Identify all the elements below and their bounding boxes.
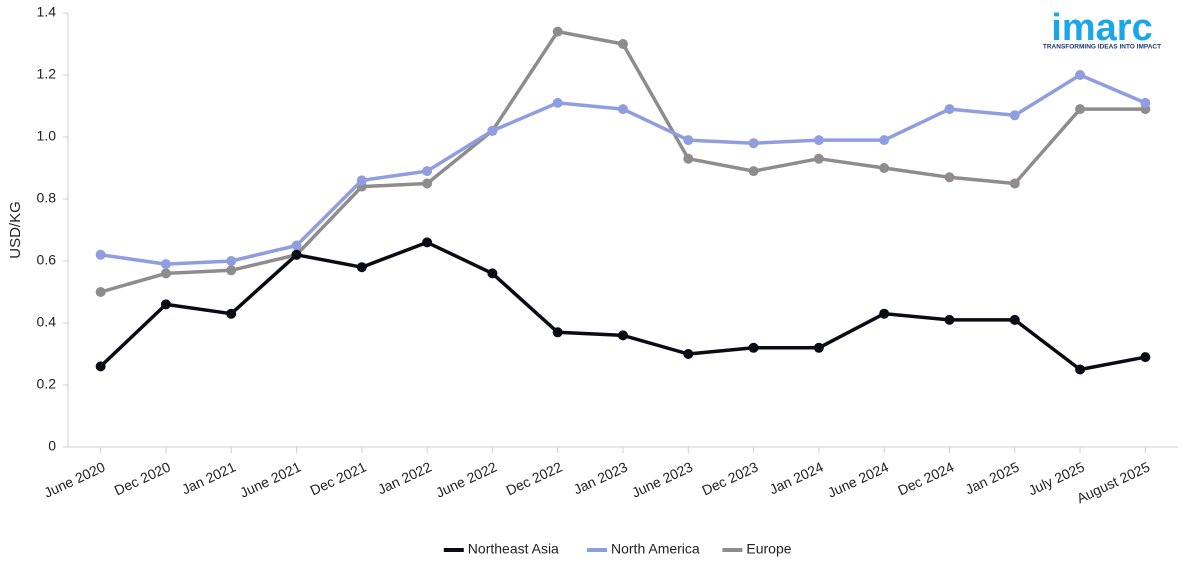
y-tick-label: 1.0	[37, 128, 57, 144]
point	[944, 104, 955, 115]
x-tick-label: Dec 2024	[895, 458, 956, 498]
x-tick-label: Dec 2020	[112, 458, 173, 498]
x-tick-label: Jan 2023	[571, 458, 630, 497]
point	[291, 249, 302, 260]
point	[356, 262, 367, 273]
point	[618, 104, 628, 115]
x-tick-label: June 2022	[433, 458, 499, 500]
point	[683, 349, 694, 359]
y-tick-label: 0.8	[37, 190, 57, 206]
point	[95, 287, 106, 297]
point	[422, 166, 433, 177]
point	[813, 342, 824, 353]
point	[879, 135, 890, 146]
point	[1009, 314, 1020, 325]
point	[944, 172, 955, 183]
point	[748, 166, 759, 177]
y-tick-label: 1.2	[37, 66, 57, 82]
y-tick-label: 0.4	[37, 314, 57, 330]
legend-label: Europe	[746, 541, 791, 557]
point	[422, 178, 433, 189]
legend-label: Northeast Asia	[468, 541, 559, 557]
x-tick-label: June 2023	[629, 458, 695, 500]
point	[422, 237, 433, 248]
legend-label: North America	[611, 541, 700, 557]
point	[552, 26, 563, 37]
x-tick-label: June 2020	[41, 458, 107, 500]
point	[1140, 352, 1151, 363]
point	[1075, 70, 1086, 80]
point	[1140, 97, 1151, 108]
x-tick-label: Dec 2023	[699, 458, 760, 498]
logo-name: imarc	[1051, 7, 1152, 49]
point	[552, 327, 563, 338]
x-tick-label: June 2024	[825, 458, 891, 500]
point	[356, 175, 367, 186]
point	[944, 314, 955, 325]
point	[226, 256, 237, 266]
point	[487, 268, 498, 279]
x-tick-label: Jan 2022	[375, 458, 434, 497]
x-tick-label: Jan 2025	[963, 458, 1022, 497]
point	[1009, 110, 1020, 121]
x-tick-label: Jan 2024	[767, 458, 826, 497]
y-tick-label: 1.4	[37, 4, 57, 20]
x-tick-label: Jan 2021	[179, 458, 238, 497]
point	[552, 97, 563, 108]
point	[813, 135, 824, 146]
point	[95, 249, 106, 260]
point	[879, 308, 890, 319]
x-tick-label: Dec 2021	[308, 458, 369, 498]
point	[879, 163, 890, 173]
point	[813, 153, 824, 164]
point	[1075, 104, 1086, 115]
point	[683, 135, 694, 146]
x-tick-label: Dec 2022	[503, 458, 564, 498]
point	[226, 308, 237, 319]
series-line	[99, 240, 1146, 372]
point	[487, 125, 498, 136]
point	[748, 342, 759, 353]
point	[160, 268, 171, 279]
point	[748, 138, 759, 149]
point	[618, 39, 628, 49]
y-tick-label: 0.2	[37, 376, 57, 392]
x-tick-label: June 2021	[237, 458, 303, 500]
point	[226, 265, 237, 276]
series-line	[100, 73, 1147, 266]
point	[1075, 364, 1086, 375]
series-line	[100, 29, 1146, 294]
point	[1009, 178, 1020, 189]
point	[683, 153, 694, 164]
point	[618, 330, 628, 341]
y-axis-label: USD/KG	[7, 201, 24, 259]
point	[160, 299, 171, 310]
y-tick-label: 0.6	[37, 252, 57, 268]
logo-tagline: TRANSFORMING IDEAS INTO IMPACT	[1043, 44, 1161, 51]
point	[160, 259, 171, 270]
point	[291, 240, 302, 251]
y-tick-label: 0	[48, 438, 56, 454]
point	[95, 361, 106, 372]
x-tick-label: August 2025	[1074, 458, 1152, 506]
